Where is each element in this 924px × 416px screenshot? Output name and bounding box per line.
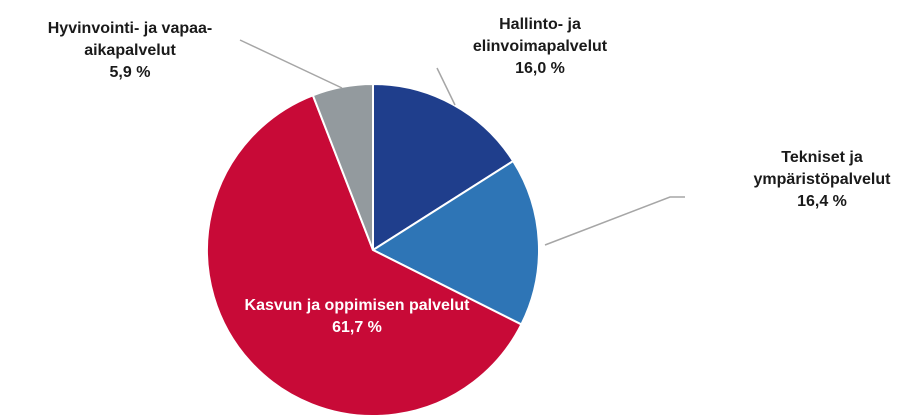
slice-label: Tekniset ja ympäristöpalvelut 16,4 % — [720, 147, 924, 213]
pie-slice — [370, 159, 540, 326]
value-label: 16,4 % — [797, 193, 847, 210]
value-label: 61,7 % — [332, 319, 382, 336]
slice-label: Hallinto- ja elinvoimapalvelut 16,0 % — [440, 14, 640, 80]
pie-slice — [372, 82, 515, 252]
pie-slice — [206, 93, 523, 416]
leader-line — [544, 196, 685, 246]
leader-line — [436, 67, 456, 106]
slice-label: Kasvun ja oppimisen palvelut 61,7 % — [232, 295, 482, 339]
category-label: Tekniset ja ympäristöpalvelut — [753, 149, 891, 188]
category-label: Kasvun ja oppimisen palvelut — [244, 297, 470, 314]
leader-line — [239, 39, 343, 89]
category-label: Hallinto- ja elinvoimapalvelut — [472, 16, 608, 55]
value-label: 5,9 % — [109, 64, 151, 81]
value-label: 16,0 % — [515, 60, 565, 77]
pie-slice — [311, 82, 374, 251]
category-label: Hyvinvointi- ja vapaa-aikapalvelut — [47, 20, 213, 59]
slice-label: Hyvinvointi- ja vapaa-aikapalvelut 5,9 % — [10, 18, 250, 84]
